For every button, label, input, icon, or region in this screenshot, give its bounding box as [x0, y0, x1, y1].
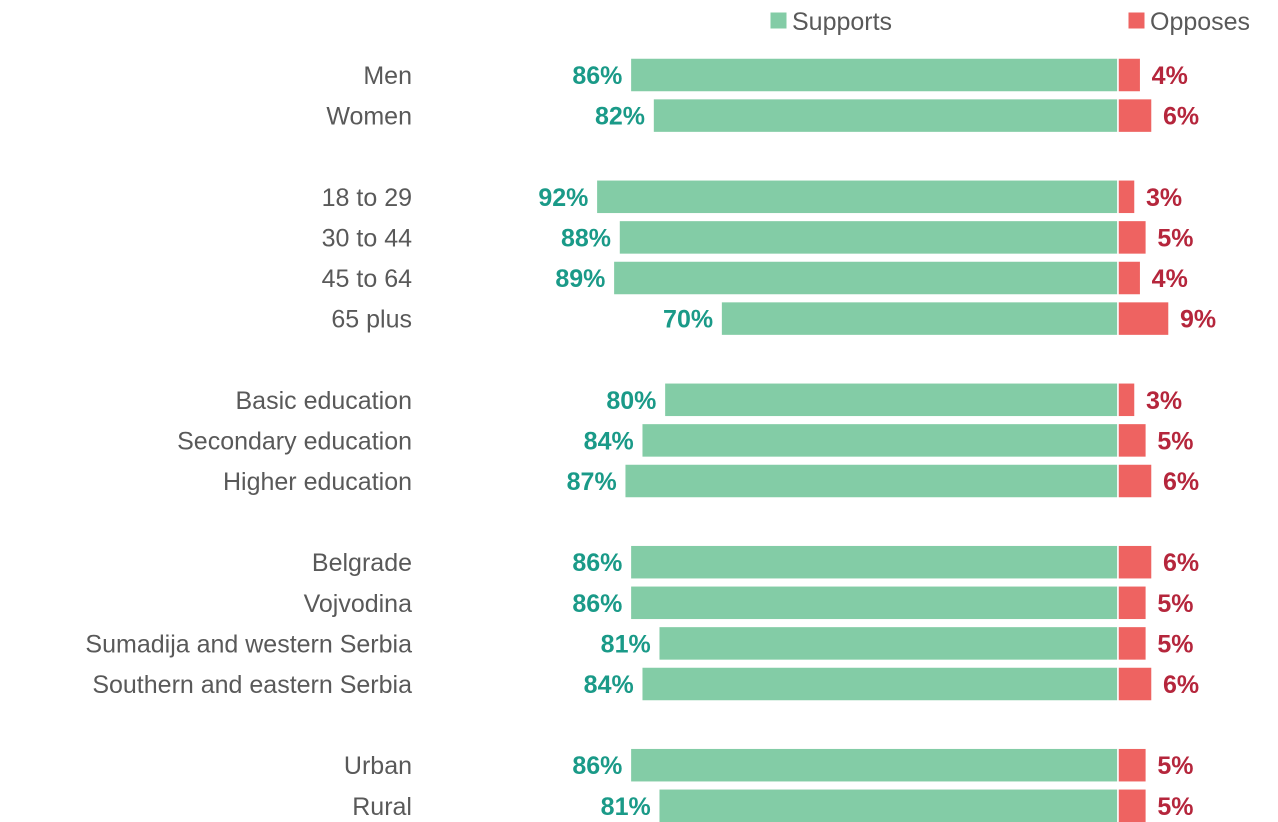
opposes-bar: [1117, 544, 1153, 580]
opposes-value-label: 3%: [1146, 184, 1182, 212]
opposes-bar: [1117, 422, 1148, 459]
bar-row: Vojvodina 86% 5%: [304, 585, 1193, 621]
bar-row: Sumadija and western Serbia 81% 5%: [85, 625, 1193, 662]
supports-value-label: 92%: [538, 184, 588, 212]
bar-row: Basic education 80% 3%: [235, 382, 1182, 418]
category-label: Basic education: [235, 387, 412, 415]
opposes-bar: [1117, 179, 1136, 215]
opposes-bar: [1117, 97, 1153, 134]
category-label: Secondary education: [177, 427, 412, 455]
opposes-bar: [1117, 788, 1148, 822]
opposes-value-label: 9%: [1180, 306, 1216, 334]
opposes-bar: [1117, 57, 1142, 93]
opposes-value-label: 5%: [1157, 630, 1193, 658]
bar-row: 65 plus 70% 9%: [331, 300, 1216, 337]
category-label: Men: [363, 62, 412, 90]
opposes-value-label: 6%: [1163, 549, 1199, 577]
supports-value-label: 80%: [606, 387, 656, 415]
opposes-value-label: 5%: [1157, 793, 1193, 821]
category-label: 18 to 29: [322, 184, 412, 212]
supports-bar: [595, 179, 1119, 215]
supports-value-label: 86%: [572, 62, 622, 90]
bar-row: Secondary education 84% 5%: [177, 422, 1193, 459]
opposes-bar: [1117, 260, 1142, 296]
legend-label-supports: Supports: [792, 8, 892, 36]
category-label: Belgrade: [312, 549, 412, 577]
supports-bar: [640, 422, 1119, 459]
opposes-value-label: 6%: [1163, 671, 1199, 699]
supports-value-label: 86%: [572, 752, 622, 780]
supports-value-label: 84%: [584, 671, 634, 699]
supports-value-label: 70%: [663, 306, 713, 334]
opposes-value-label: 5%: [1157, 427, 1193, 455]
supports-value-label: 87%: [567, 468, 617, 496]
bar-row: Rural 81% 5%: [352, 788, 1193, 822]
bar-row: Men 86% 4%: [363, 57, 1188, 93]
bar-row: Higher education 87% 6%: [223, 463, 1199, 499]
opposes-value-label: 4%: [1152, 265, 1188, 293]
supports-value-label: 86%: [572, 549, 622, 577]
category-label: Vojvodina: [304, 590, 413, 618]
opposes-bar: [1117, 463, 1153, 499]
supports-bar: [640, 666, 1119, 702]
category-label: Urban: [344, 752, 412, 780]
plot-area: Men 86% 4% Women 82% 6% 18 to 29 92% 3% 30 to 44 8…: [85, 57, 1216, 822]
supports-value-label: 84%: [584, 427, 634, 455]
supports-bar: [618, 219, 1119, 256]
legend-swatch-supports: [769, 11, 788, 30]
supports-bar: [663, 382, 1119, 418]
category-label: Higher education: [223, 468, 412, 496]
supports-value-label: 88%: [561, 224, 611, 252]
category-label: Rural: [352, 793, 412, 821]
supports-value-label: 89%: [555, 265, 605, 293]
supports-value-label: 86%: [572, 590, 622, 618]
category-label: 45 to 64: [322, 265, 412, 293]
bar-row: 30 to 44 88% 5%: [322, 219, 1193, 256]
opposes-bar: [1117, 747, 1148, 783]
legend-swatch-opposes: [1127, 11, 1146, 30]
supports-bar: [629, 544, 1119, 580]
supports-bar: [629, 585, 1119, 621]
bar-row: Southern and eastern Serbia 84% 6%: [92, 666, 1199, 702]
legend-label-opposes: Opposes: [1150, 8, 1250, 36]
bar-row: 45 to 64 89% 4%: [322, 260, 1188, 296]
supports-bar: [629, 747, 1119, 783]
opposes-bar: [1117, 300, 1170, 337]
category-label: 30 to 44: [322, 224, 412, 252]
legend: Supports Opposes: [769, 8, 1250, 36]
supports-bar: [652, 97, 1119, 134]
opposes-value-label: 5%: [1157, 590, 1193, 618]
opposes-value-label: 6%: [1163, 103, 1199, 131]
opposes-bar: [1117, 625, 1148, 662]
opposes-value-label: 5%: [1157, 224, 1193, 252]
opposes-value-label: 6%: [1163, 468, 1199, 496]
opposes-bar: [1117, 219, 1148, 256]
opposes-value-label: 3%: [1146, 387, 1182, 415]
supports-bar: [657, 625, 1119, 662]
opposes-bar: [1117, 585, 1148, 621]
supports-bar: [623, 463, 1119, 499]
supports-bar: [629, 57, 1119, 93]
supports-value-label: 81%: [601, 630, 651, 658]
category-label: Sumadija and western Serbia: [85, 630, 412, 658]
opposes-bar: [1117, 666, 1153, 702]
supports-bar: [720, 300, 1119, 337]
supports-bar: [657, 788, 1119, 822]
supports-value-label: 81%: [601, 793, 651, 821]
opposes-value-label: 4%: [1152, 62, 1188, 90]
bar-row: 18 to 29 92% 3%: [322, 179, 1182, 215]
supports-bar: [612, 260, 1119, 296]
opposes-value-label: 5%: [1157, 752, 1193, 780]
category-label: Women: [326, 103, 412, 131]
bar-row: Belgrade 86% 6%: [312, 544, 1199, 580]
category-label: 65 plus: [331, 306, 412, 334]
bar-row: Women 82% 6%: [326, 97, 1199, 134]
supports-value-label: 82%: [595, 103, 645, 131]
opposes-bar: [1117, 382, 1136, 418]
bar-row: Urban 86% 5%: [344, 747, 1193, 783]
category-label: Southern and eastern Serbia: [92, 671, 412, 699]
